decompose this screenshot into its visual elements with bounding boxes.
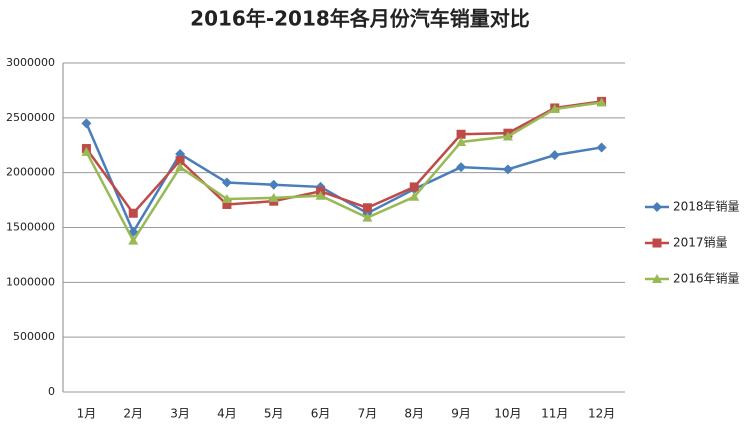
marker: [409, 191, 420, 201]
marker: [456, 129, 466, 139]
marker: [502, 164, 513, 175]
marker: [175, 156, 185, 166]
marker: [362, 203, 372, 213]
x-tick-label: 7月: [358, 407, 378, 421]
y-tick-label: 500000: [13, 330, 55, 343]
legend-label: 2016年销量: [673, 272, 740, 286]
x-tick-label: 12月: [588, 407, 615, 421]
marker: [549, 150, 560, 161]
legend-label: 2017销量: [673, 236, 728, 250]
marker: [549, 104, 560, 114]
marker: [128, 208, 138, 218]
x-tick-label: 2月: [123, 407, 143, 421]
y-tick-label: 1500000: [6, 221, 55, 234]
marker: [81, 118, 92, 129]
marker: [502, 131, 513, 141]
x-tick-label: 5月: [264, 407, 284, 421]
y-tick-label: 2000000: [6, 166, 55, 179]
chart-title: 2016年-2018年各月份汽车销量对比: [190, 7, 530, 31]
marker: [268, 179, 279, 190]
marker: [456, 136, 467, 146]
marker: [175, 162, 186, 172]
x-tick-label: 4月: [217, 407, 237, 421]
marker: [409, 182, 419, 192]
x-tick-label: 3月: [170, 407, 190, 421]
series-line: [85, 101, 602, 244]
marker: [362, 212, 373, 222]
x-tick-label: 6月: [311, 407, 331, 421]
marker: [221, 177, 232, 188]
marker: [315, 190, 326, 200]
x-tick-label: 1月: [77, 407, 97, 421]
x-tick-label: 10月: [494, 407, 521, 421]
x-tick-label: 11月: [541, 407, 568, 421]
marker: [652, 238, 662, 248]
marker: [221, 193, 232, 203]
y-tick-label: 2500000: [6, 111, 55, 124]
marker: [596, 97, 607, 107]
marker: [222, 199, 232, 209]
y-tick-label: 1000000: [6, 275, 55, 288]
marker: [456, 162, 467, 173]
legend-label: 2018年销量: [673, 200, 740, 214]
marker: [652, 274, 662, 283]
marker: [652, 202, 662, 212]
y-tick-label: 3000000: [6, 56, 55, 69]
x-tick-label: 9月: [451, 407, 471, 421]
marker: [81, 146, 92, 156]
series-line: [85, 100, 602, 216]
x-tick-label: 8月: [404, 407, 424, 421]
marker: [128, 235, 139, 245]
marker: [268, 192, 279, 202]
y-tick-label: 0: [48, 385, 55, 398]
marker: [596, 142, 607, 153]
